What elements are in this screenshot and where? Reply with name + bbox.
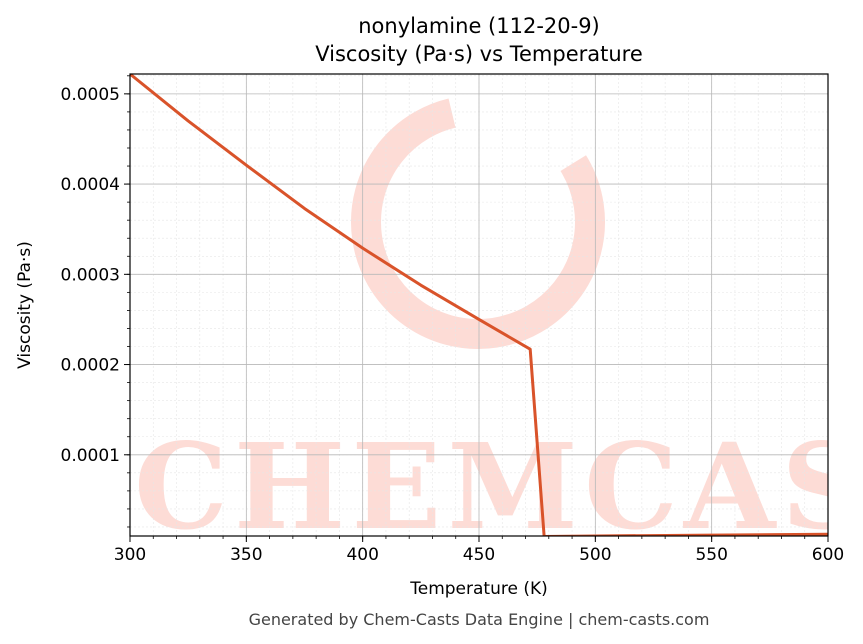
chart-subtitle: Viscosity (Pa·s) vs Temperature — [315, 42, 643, 66]
x-tick-label: 300 — [114, 545, 146, 565]
y-tick-label: 0.0003 — [61, 265, 120, 285]
x-axis: 300 350 400 450 500 550 600 — [114, 536, 844, 565]
footer-credit: Generated by Chem-Casts Data Engine | ch… — [249, 610, 710, 629]
x-tick-label: 450 — [463, 545, 495, 565]
major-grid — [130, 74, 828, 536]
y-tick-label: 0.0005 — [61, 85, 120, 105]
x-tick-label: 400 — [346, 545, 378, 565]
x-tick-label: 350 — [230, 545, 262, 565]
x-axis-label: Temperature (K) — [409, 579, 548, 599]
y-axis-label: Viscosity (Pa·s) — [15, 241, 35, 369]
y-axis: 0.0001 0.0002 0.0003 0.0004 0.0005 — [61, 75, 130, 528]
x-tick-label: 550 — [695, 545, 727, 565]
x-tick-label: 600 — [812, 545, 844, 565]
watermark-logo-ring — [351, 95, 605, 350]
watermark-text: CHEMCASTS — [134, 417, 863, 556]
x-tick-label: 500 — [579, 545, 611, 565]
y-tick-label: 0.0001 — [61, 446, 120, 466]
y-tick-label: 0.0004 — [61, 175, 120, 195]
chart-title: nonylamine (112-20-9) — [358, 14, 600, 38]
y-tick-label: 0.0002 — [61, 356, 120, 376]
watermark: CHEMCASTS — [134, 95, 863, 556]
